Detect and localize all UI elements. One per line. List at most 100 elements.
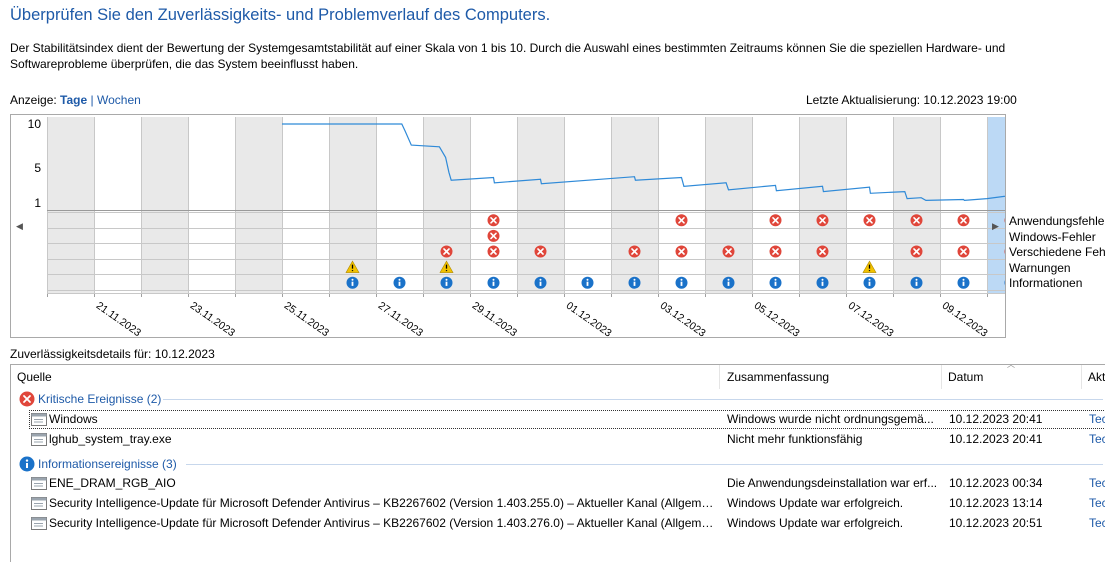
x-tick-label: 09.12.2023 — [940, 300, 990, 337]
day-column[interactable] — [188, 117, 235, 293]
reliability-chart[interactable]: 10 5 1 21.11.2023 23.11.2023 25.11.2023 27.11.… — [10, 114, 1006, 338]
error-icon[interactable] — [1004, 246, 1006, 258]
x-tick-label: 21.11.2023 — [94, 300, 143, 337]
row-source: ENE_DRAM_RGB_AIO — [49, 476, 176, 490]
x-tick-label: 05.12.2023 — [752, 300, 802, 337]
day-column[interactable] — [47, 117, 94, 293]
day-column[interactable] — [752, 117, 799, 293]
view-separator: | — [90, 93, 94, 107]
sort-arrow-icon[interactable]: ︿ — [1007, 364, 1015, 369]
table-row[interactable]: ENE_DRAM_RGB_AIO Die Anwendungsdeinstall… — [29, 474, 1105, 493]
x-tick-label: 03.12.2023 — [658, 300, 708, 337]
column-divider[interactable] — [1081, 365, 1082, 389]
info-icon-mark — [680, 281, 683, 286]
column-divider[interactable] — [941, 365, 942, 389]
row-action-link[interactable]: Tec — [1089, 476, 1105, 490]
day-column[interactable] — [517, 117, 564, 293]
error-icon-mark — [913, 248, 920, 255]
info-icon-dot — [962, 278, 965, 281]
reliability-chart-svg: 10 5 1 21.11.2023 23.11.2023 25.11.2023 27.11.… — [28, 117, 1006, 337]
error-icon-mark — [772, 217, 779, 224]
error-icon-mark — [913, 217, 920, 224]
error-icon-mark — [443, 248, 450, 255]
info-icon-dot — [868, 278, 871, 281]
table-row[interactable]: Security Intelligence-Update für Microso… — [29, 494, 1105, 513]
error-icon[interactable] — [1004, 214, 1006, 226]
column-divider[interactable] — [719, 365, 720, 389]
info-icon-dot — [586, 278, 589, 281]
page-description: Der Stabilitätsindex dient der Bewertung… — [10, 41, 1006, 71]
info-icon-mark — [727, 281, 730, 286]
view-weeks-link[interactable]: Wochen — [96, 93, 141, 107]
info-icon-mark — [821, 281, 824, 286]
group-label: Informationsereignisse (3) — [38, 457, 177, 471]
day-column[interactable] — [235, 117, 282, 293]
info-icon-mark — [633, 281, 636, 286]
row-action-link[interactable]: Tec — [1089, 432, 1105, 446]
error-icon-mark — [866, 217, 873, 224]
event-entry-icon — [31, 433, 47, 446]
event-row-label: Windows-Fehler — [1009, 229, 1096, 244]
event-entry-icon — [31, 413, 47, 426]
info-icon-mark — [445, 281, 448, 286]
info-icon-dot — [727, 278, 730, 281]
day-column[interactable] — [376, 117, 423, 293]
info-icon-mark — [962, 281, 965, 286]
table-row[interactable]: Windows Windows wurde nicht ordnungsgemä… — [29, 410, 1105, 429]
row-action-link[interactable]: Tec — [1089, 412, 1105, 426]
table-row[interactable]: lghub_system_tray.exe Nicht mehr funktio… — [29, 430, 1105, 449]
group-divider — [186, 464, 1103, 465]
group-header-critical[interactable]: Kritische Ereignisse (2) — [19, 390, 161, 408]
day-column[interactable] — [987, 117, 1005, 293]
row-source: Security Intelligence-Update für Microso… — [49, 516, 719, 530]
table-row[interactable]: Security Intelligence-Update für Microso… — [29, 514, 1105, 533]
x-tick-label: 01.12.2023 — [564, 300, 614, 337]
event-row-label: Anwendungsfehler — [1009, 214, 1105, 228]
error-icon-mark — [819, 217, 826, 224]
day-column[interactable] — [658, 117, 705, 293]
row-source: Security Intelligence-Update für Microso… — [49, 496, 719, 510]
day-column[interactable] — [940, 117, 987, 293]
details-label: Zuverlässigkeitsdetails für: 10.12.2023 — [10, 347, 215, 361]
row-source: Windows — [49, 412, 98, 426]
info-icon-dot — [492, 278, 495, 281]
view-days-link[interactable]: Tage — [60, 93, 88, 107]
day-column[interactable] — [564, 117, 611, 293]
event-row-label: Warnungen — [1009, 260, 1071, 275]
x-tick-label: 07.12.2023 — [846, 300, 896, 337]
day-column[interactable] — [893, 117, 940, 293]
event-entry-icon — [31, 497, 47, 510]
row-action-link[interactable]: Tec — [1089, 496, 1105, 510]
info-icon-dot — [821, 278, 824, 281]
group-header-information[interactable]: Informationsereignisse (3) — [19, 455, 177, 473]
column-header-date[interactable]: Datum — [948, 370, 984, 384]
error-icon-mark — [960, 217, 967, 224]
scroll-right-arrow-icon[interactable]: ▶ — [992, 221, 999, 231]
info-icon[interactable] — [1004, 277, 1006, 289]
y-tick-label: 1 — [34, 196, 41, 210]
group-divider — [163, 399, 1103, 400]
error-icon-mark — [772, 248, 779, 255]
info-icon-dot — [680, 278, 683, 281]
group-label: Kritische Ereignisse (2) — [38, 392, 162, 406]
day-column[interactable] — [141, 117, 188, 293]
view-label: Anzeige: — [10, 93, 57, 107]
day-column[interactable] — [611, 117, 658, 293]
row-summary: Windows Update war erfolgreich. — [727, 496, 904, 510]
error-icon-mark — [490, 248, 497, 255]
day-column[interactable] — [799, 117, 846, 293]
row-action-link[interactable]: Tec — [1089, 516, 1105, 530]
info-icon-mark — [539, 281, 542, 286]
error-icon-mark — [490, 232, 497, 240]
day-column[interactable] — [94, 117, 141, 293]
day-column[interactable] — [705, 117, 752, 293]
scroll-left-arrow-icon[interactable]: ◀ — [16, 221, 23, 231]
column-header-source[interactable]: Quelle — [17, 370, 52, 384]
column-header-action[interactable]: Akt — [1088, 370, 1105, 384]
info-icon-dot — [445, 278, 448, 281]
day-column[interactable] — [470, 117, 517, 293]
event-entry-icon — [31, 477, 47, 490]
details-grid: ︿ Quelle Zusammenfassung Datum Akt Kriti… — [10, 364, 1105, 562]
day-column[interactable] — [282, 117, 329, 293]
column-header-summary[interactable]: Zusammenfassung — [727, 370, 830, 384]
